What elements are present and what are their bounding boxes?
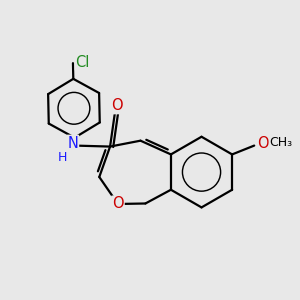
Text: H: H [58, 152, 67, 164]
Text: O: O [111, 98, 123, 113]
Text: N: N [67, 136, 78, 151]
Text: CH₃: CH₃ [270, 136, 293, 148]
Text: O: O [112, 196, 124, 211]
Text: O: O [257, 136, 269, 151]
Text: Cl: Cl [76, 55, 90, 70]
